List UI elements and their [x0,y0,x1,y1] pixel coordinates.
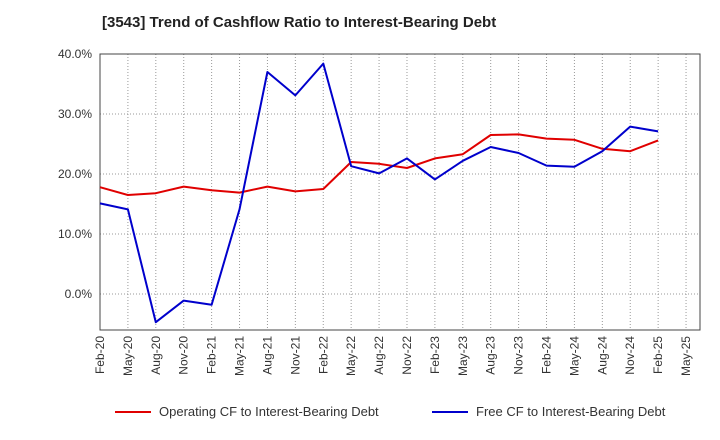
x-tick-label-nov-21: Nov-21 [288,336,302,375]
series-1-point-nov-21 [294,94,297,97]
series-0-point-may-20 [126,194,129,197]
series-1-point-feb-22 [322,62,325,65]
series-1-point-may-21 [238,208,241,211]
grid-lines [99,53,700,330]
x-tick-label-nov-24: Nov-24 [623,336,637,375]
legend-label-operating-cf: Operating CF to Interest-Bearing Debt [159,404,379,419]
x-tick-label-feb-21: Feb-21 [205,336,219,374]
plot-area [100,54,700,330]
y-tick-label-1: 10.0% [58,227,92,241]
series-0-point-may-24 [573,138,576,141]
x-tick-label-may-23: May-23 [456,336,470,376]
x-tick-label-nov-20: Nov-20 [177,336,191,375]
x-tick-label-aug-21: Aug-21 [260,336,274,375]
x-tick-label-may-24: May-24 [567,336,581,376]
series-0-point-nov-21 [294,190,297,193]
x-tick-label-may-21: May-21 [233,336,247,376]
tick-labels: 0.0% 10.0% 20.0% 30.0% 40.0% Feb-20 May-20 Aug-… [58,47,693,376]
series-0-point-nov-22 [405,167,408,170]
series-1-point-aug-23 [489,146,492,149]
series-0-point-may-23 [461,153,464,156]
x-tick-label-feb-20: Feb-20 [93,336,107,374]
series-0-point-nov-24 [629,150,632,153]
legend-item-operating-cf: Operating CF to Interest-Bearing Debt [115,404,379,419]
x-tick-label-aug-24: Aug-24 [595,336,609,375]
series-line-0 [99,133,659,196]
series-1-point-aug-22 [378,172,381,175]
series-1-point-may-20 [126,208,129,211]
axes [99,53,701,331]
series-1-point-aug-21 [266,71,269,74]
series-0-point-may-21 [238,191,241,194]
series-0-point-aug-22 [378,162,381,165]
y-tick-label-0: 0.0% [65,287,93,301]
series-1-point-may-22 [350,165,353,168]
legend: Operating CF to Interest-Bearing Debt Fr… [0,404,720,428]
series-0-point-feb-25 [657,139,660,142]
plot-border [99,53,701,331]
x-tick-label-may-25: May-25 [679,336,693,376]
series-1-point-feb-20 [99,202,102,205]
x-tick-label-may-20: May-20 [121,336,135,376]
series-1-point-nov-24 [629,125,632,128]
x-tick-label-nov-22: Nov-22 [400,336,414,375]
series-0-point-nov-20 [182,185,185,188]
series-0-point-nov-23 [517,133,520,136]
series-0-point-feb-22 [322,188,325,191]
series-0-point-aug-21 [266,185,269,188]
series-0-point-feb-23 [433,157,436,160]
series-1-point-aug-24 [601,150,604,153]
series-line-1 [99,62,659,324]
series-0-point-aug-23 [489,134,492,137]
series-1-point-feb-21 [210,303,213,306]
x-tick-label-may-22: May-22 [344,336,358,376]
x-tick-label-aug-22: Aug-22 [372,336,386,375]
y-tick-label-3: 30.0% [58,107,92,121]
series-0-point-feb-21 [210,189,213,192]
x-tick-label-feb-24: Feb-24 [540,336,554,374]
series-1-point-feb-23 [433,178,436,181]
legend-swatch-operating-cf [115,410,151,413]
series-1-point-nov-20 [182,299,185,302]
x-tick-label-feb-22: Feb-22 [316,336,330,374]
x-tick-label-aug-23: Aug-23 [484,336,498,375]
legend-label-free-cf: Free CF to Interest-Bearing Debt [476,404,666,419]
legend-swatch-free-cf [432,410,468,413]
series-0-point-feb-24 [545,137,548,140]
x-tick-label-feb-25: Feb-25 [651,336,665,374]
series-1-point-may-23 [461,159,464,162]
x-tick-label-aug-20: Aug-20 [149,336,163,375]
y-tick-label-4: 40.0% [58,47,92,61]
series-lines [99,62,660,324]
series-0-point-feb-20 [99,186,102,189]
x-tick-label-nov-23: Nov-23 [512,336,526,375]
series-1-point-nov-23 [517,152,520,155]
series-1-point-may-24 [573,165,576,168]
series-1-point-nov-22 [405,157,408,160]
x-tick-label-feb-23: Feb-23 [428,336,442,374]
series-1-point-feb-25 [657,130,660,133]
series-1-point-aug-20 [154,321,157,324]
series-1-point-feb-24 [545,164,548,167]
chart-title: [3543] Trend of Cashflow Ratio to Intere… [102,14,497,31]
series-0-point-aug-20 [154,192,157,195]
y-tick-label-2: 20.0% [58,167,92,181]
legend-item-free-cf: Free CF to Interest-Bearing Debt [432,404,665,419]
chart-plot: 0.0% 10.0% 20.0% 30.0% 40.0% Feb-20 May-20 Aug-… [58,47,701,376]
